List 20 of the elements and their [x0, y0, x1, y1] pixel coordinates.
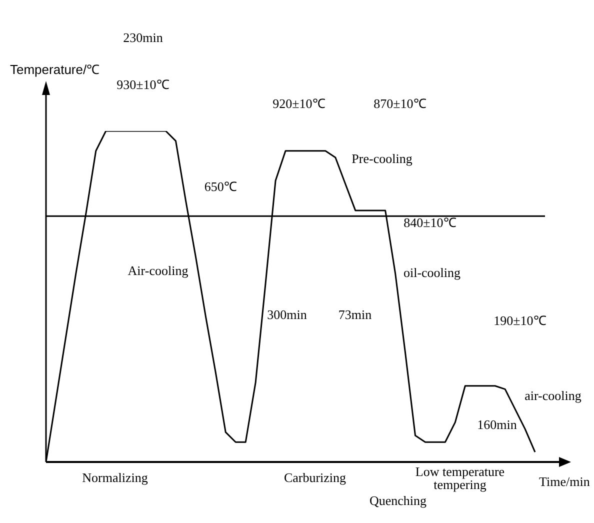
annotation: 840±10℃: [404, 215, 456, 230]
annotation: air-cooling: [524, 388, 582, 403]
text: 870±10℃: [374, 96, 426, 111]
text: 230min: [123, 30, 164, 45]
annotation: 73min: [338, 307, 372, 322]
text: Low temperature tempering: [415, 464, 505, 492]
annotation: Pre-cooling: [352, 151, 413, 166]
x-axis-title: Time/min: [539, 474, 590, 489]
annotation: Air-cooling: [128, 263, 189, 278]
annotation: oil-cooling: [403, 265, 462, 280]
annotation: 190±10℃: [494, 313, 546, 328]
y-axis-title: Temperature/℃: [10, 62, 100, 77]
text: Carburizing: [284, 470, 347, 485]
text: Normalizing: [82, 470, 148, 485]
annotation: 300min: [267, 307, 308, 322]
ref-line-label: 650℃: [204, 179, 237, 194]
annotation: 160min: [477, 417, 518, 432]
text: 920±10℃: [272, 96, 326, 111]
text: Quenching: [369, 493, 428, 508]
text: 930±10℃: [116, 77, 170, 92]
